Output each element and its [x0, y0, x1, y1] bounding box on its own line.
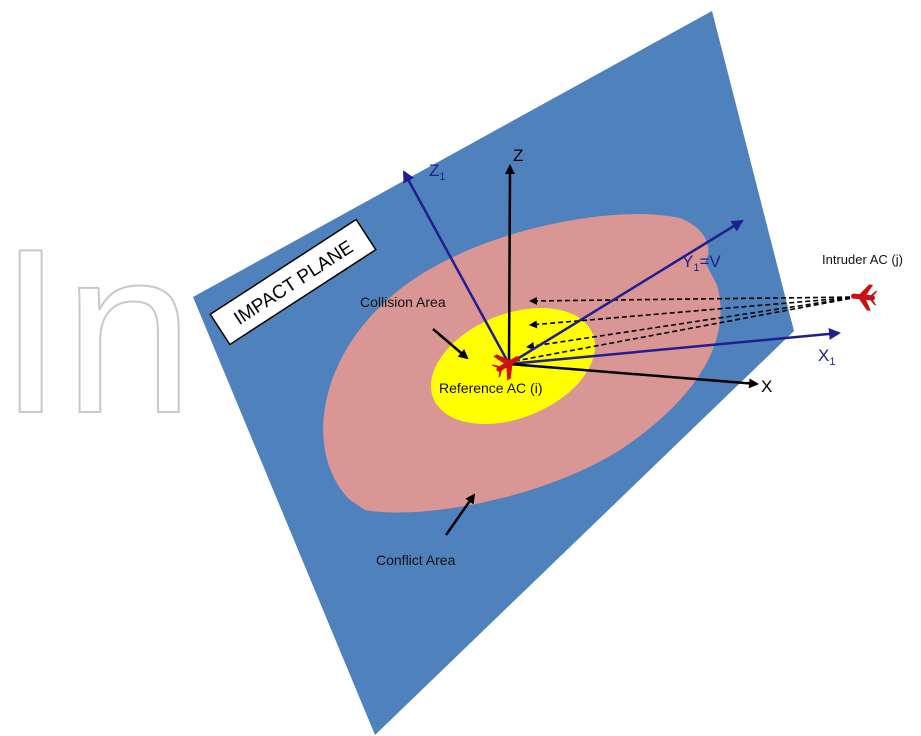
collision-area-pointer-arrow: [432, 328, 469, 360]
y1-axis-label-sub: 1: [693, 262, 699, 274]
reference-aircraft-icon: [491, 354, 520, 381]
collision-area-label: Collision Area: [360, 294, 446, 310]
z1-axis: [402, 170, 511, 365]
x1-axis-label-sub: 1: [829, 356, 835, 368]
conflict-area-label: Conflict Area: [376, 552, 456, 568]
trajectory-line-1: [529, 296, 859, 305]
intruder-aircraft-label: Intruder AC (j): [822, 252, 903, 267]
trajectory-line-4: [509, 296, 859, 363]
intruder-aircraft-icon: [851, 284, 878, 311]
watermark-text: In: [0, 199, 194, 462]
y1-axis-label-main: Y: [682, 252, 693, 271]
x1-axis-label: X1: [818, 346, 835, 368]
x1-axis-label-main: X: [818, 346, 829, 365]
conflict-area-pointer-arrow: [444, 493, 476, 536]
intruder-trajectories: [509, 296, 859, 363]
x-axis: [508, 362, 759, 389]
z-axis: [504, 164, 515, 365]
x-axis-label: X: [761, 377, 772, 396]
y1-axis-label: Y1=V: [682, 252, 721, 274]
z1-axis-label-sub: 1: [439, 171, 445, 183]
z-axis-label: Z: [513, 146, 523, 165]
z1-axis-label-main: Z: [429, 161, 439, 180]
y1-axis: [508, 219, 744, 366]
y1-axis-label-suffix: =V: [699, 252, 721, 271]
z1-axis-label: Z1: [429, 161, 446, 183]
reference-aircraft-label: Reference AC (i): [439, 380, 542, 396]
trajectory-line-2: [529, 296, 859, 329]
x1-axis: [508, 327, 841, 366]
